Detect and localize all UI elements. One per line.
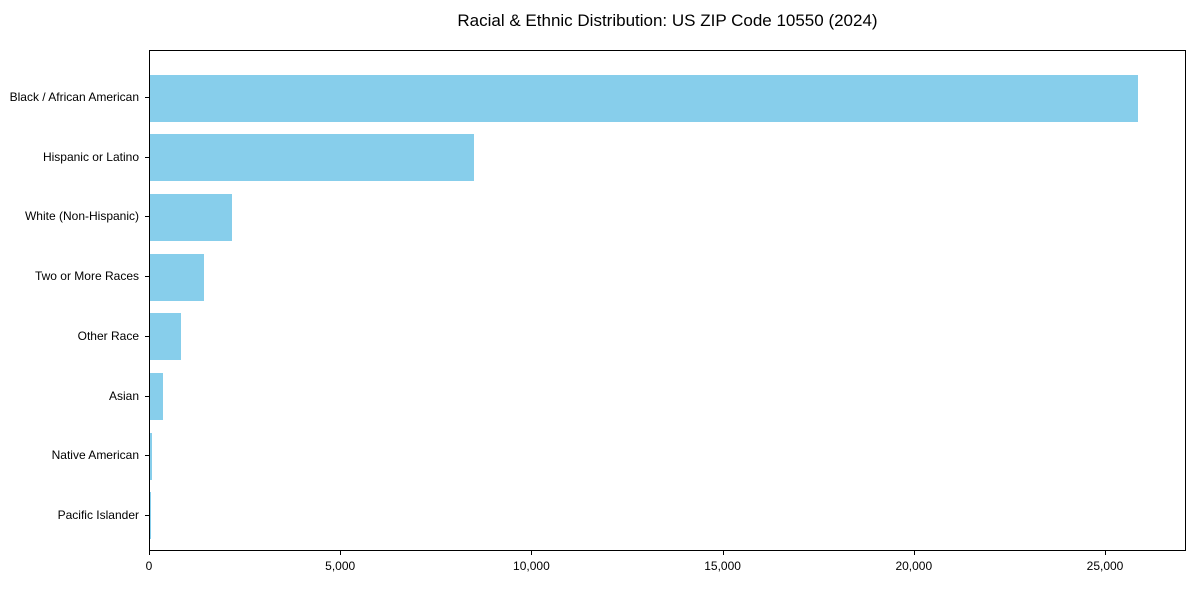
- bar-two-or-more-races: [150, 253, 204, 301]
- y-axis-label: Black / African American: [9, 90, 139, 104]
- bar-white-non-hispanic: [150, 193, 232, 241]
- y-axis-label: Other Race: [77, 328, 139, 343]
- chart-title: Racial & Ethnic Distribution: US ZIP Cod…: [457, 11, 878, 30]
- y-tick: [145, 514, 149, 516]
- x-tick: [149, 551, 150, 555]
- y-tick: [145, 216, 149, 218]
- bar-other-race: [150, 313, 181, 361]
- bar-native-american: [150, 432, 153, 480]
- bar-black-african-american: [150, 74, 1138, 122]
- x-tick-label: 20,000: [895, 559, 933, 573]
- y-tick: [145, 395, 149, 397]
- y-tick: [145, 97, 149, 98]
- y-axis-label: Two or More Races: [34, 269, 139, 284]
- y-tick: [145, 335, 149, 337]
- y-tick: [145, 455, 149, 457]
- x-tick: [913, 551, 915, 555]
- y-axis-label: Hispanic or Latino: [42, 149, 139, 164]
- x-tick-label: 10,000: [513, 559, 550, 573]
- x-tick-label: 5,000: [325, 559, 356, 573]
- x-tick-label: 25,000: [1086, 559, 1124, 573]
- bar-hispanic-or-latino: [150, 134, 474, 182]
- plot-area: [149, 50, 1186, 551]
- y-axis-label: Pacific Islander: [57, 507, 139, 522]
- y-tick: [145, 276, 149, 278]
- x-tick: [531, 551, 533, 555]
- x-tick: [340, 551, 342, 555]
- bar-pacific-islander: [150, 492, 151, 540]
- x-tick-label: 15,000: [704, 559, 741, 573]
- bar-asian: [150, 373, 164, 420]
- x-tick-label: 0: [145, 559, 153, 573]
- y-axis-label: Asian: [108, 388, 139, 403]
- y-axis-label: White (Non-Hispanic): [24, 209, 139, 224]
- x-tick: [722, 551, 724, 555]
- x-tick: [1105, 551, 1106, 555]
- y-axis-label: Native American: [51, 448, 139, 463]
- y-tick: [145, 156, 149, 158]
